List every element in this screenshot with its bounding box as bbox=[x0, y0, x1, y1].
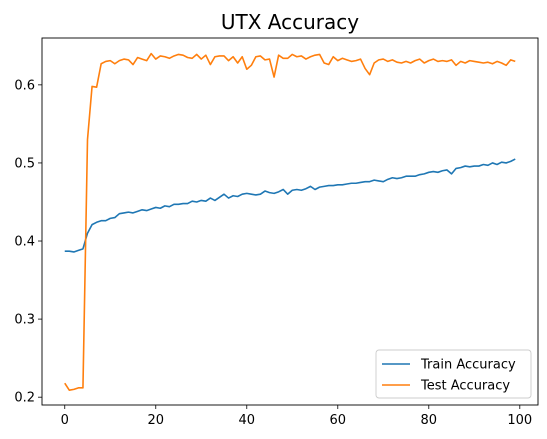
x-tick-label: 40 bbox=[238, 413, 255, 428]
y-tick-label: 0.4 bbox=[14, 235, 35, 250]
test-accuracy-line bbox=[64, 52, 516, 391]
chart-title: UTX Accuracy bbox=[221, 10, 359, 34]
x-tick-label: 60 bbox=[330, 413, 347, 428]
y-tick-label: 0.2 bbox=[14, 391, 35, 406]
legend-box bbox=[375, 349, 532, 399]
legend-label-train-accuracy: Train Accuracy bbox=[420, 358, 516, 373]
y-tick-label: 0.5 bbox=[14, 156, 35, 171]
x-axis: 0 20 40 60 80 100 bbox=[61, 405, 532, 428]
x-tick-label: 20 bbox=[147, 413, 164, 428]
x-tick-label: 80 bbox=[421, 413, 438, 428]
series-layer bbox=[64, 52, 516, 391]
legend: Train Accuracy Test Accuracy bbox=[375, 349, 532, 399]
y-tick-label: 0.6 bbox=[14, 78, 35, 93]
plot-frame bbox=[41, 37, 539, 406]
y-axis: 0.2 0.3 0.4 0.5 0.6 bbox=[14, 78, 42, 406]
train-accuracy-line bbox=[64, 158, 516, 253]
x-tick-label: 100 bbox=[507, 413, 532, 428]
legend-label-test-accuracy: Test Accuracy bbox=[420, 379, 510, 394]
x-tick-label: 0 bbox=[61, 413, 69, 428]
y-tick-label: 0.3 bbox=[14, 313, 35, 328]
